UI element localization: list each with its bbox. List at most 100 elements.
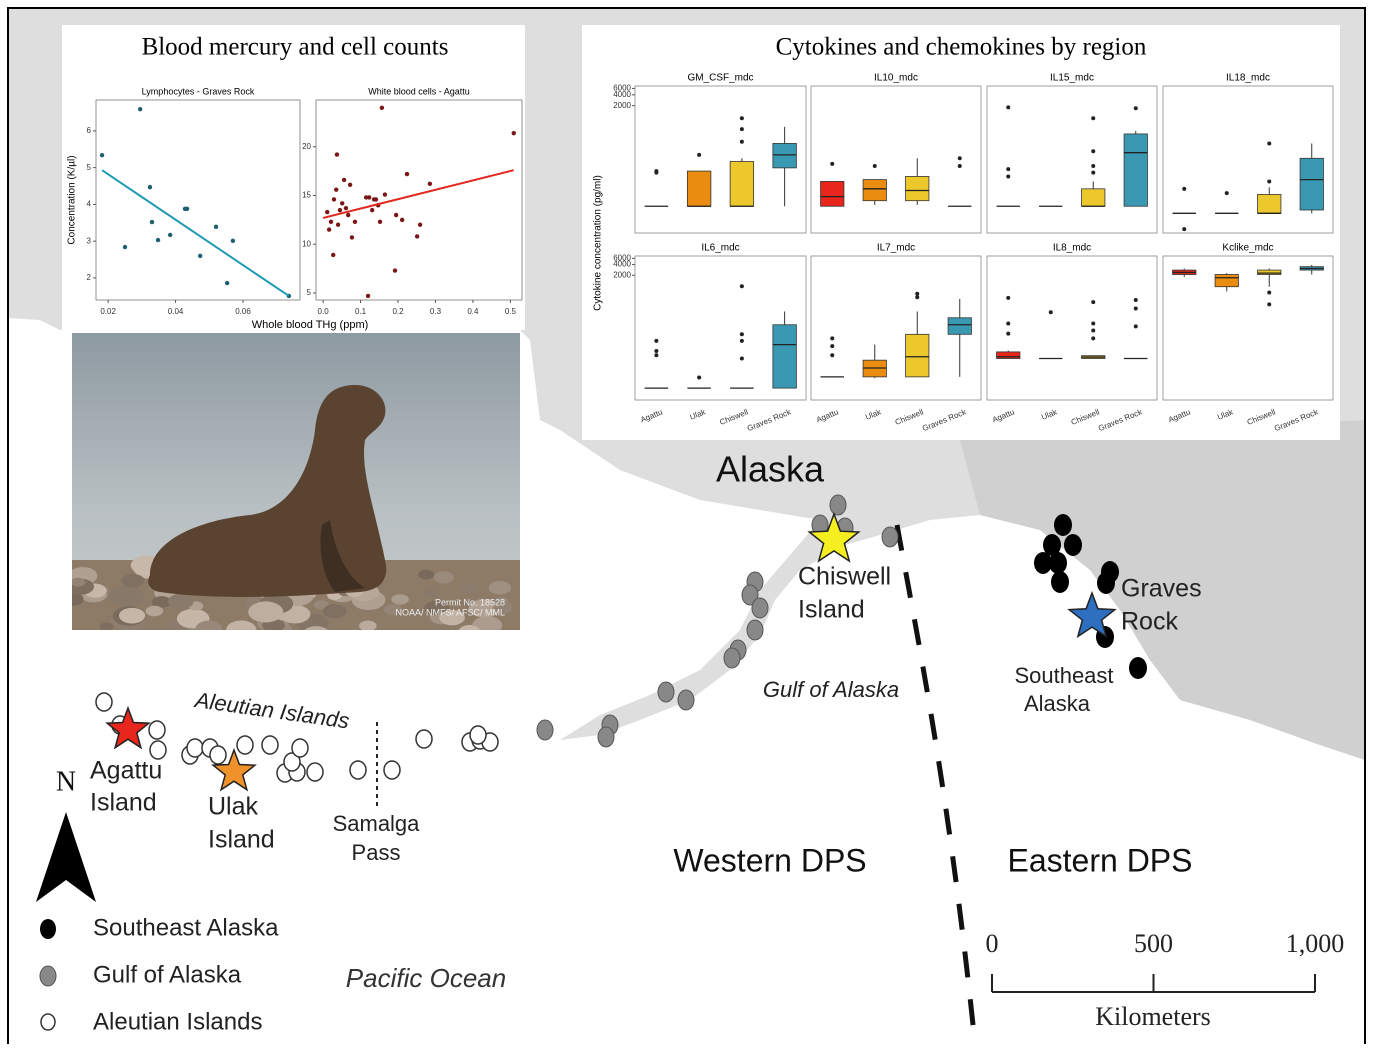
box [1300,158,1323,210]
legend-marker [41,1014,55,1030]
site-aleutian [307,763,323,781]
site-gulf [882,527,898,547]
point [400,218,404,222]
rock [100,622,114,630]
rock [461,584,479,595]
point [214,225,218,229]
rock [489,581,512,595]
outlier [1091,116,1095,120]
box [1258,270,1281,274]
water-label: Gulf of Alaska [763,677,899,702]
outlier [1006,167,1010,171]
rock [122,574,145,588]
site-gulf [747,620,763,640]
point [150,220,154,224]
photo-caption: NOAA/ NMFS/ AFSC/ MML [395,607,505,617]
outlier [830,353,834,357]
figure: Blood mercury and cell counts Cytokines … [0,0,1373,1044]
outlier [1091,171,1095,175]
land [8,190,60,330]
y-tick-label: 15 [302,191,311,200]
plot-title: Lymphocytes - Graves Rock [142,86,255,96]
point [367,195,371,199]
box [773,325,797,388]
outlier [740,357,744,361]
y-tick-label: 3 [87,236,92,245]
point [338,208,342,212]
x-tick-label: 0.3 [430,307,442,316]
outlier [1182,227,1186,231]
place-label: Island [208,826,275,854]
legend-marker [40,919,56,939]
rock [418,570,434,580]
facet [1163,256,1333,400]
site-aleutian [384,761,400,779]
place-label: Pass [352,840,401,865]
outlier [1267,291,1271,295]
site-aleutian [210,746,226,764]
point [138,107,142,111]
plot-title: White blood cells - Agattu [368,86,470,96]
outlier [1267,141,1271,145]
box [1215,275,1238,287]
x-tick-label: 0.2 [392,307,404,316]
dps-label: Eastern DPS [1008,842,1193,878]
rock [109,586,144,607]
x-tick-label: 0.04 [168,307,184,316]
box [997,352,1020,359]
box [948,318,971,335]
outlier [1134,106,1138,110]
point [405,172,409,176]
site-gulf [752,598,768,618]
north-label: N [56,766,76,797]
point [231,239,235,243]
scale-tick-label: 0 [986,929,999,958]
rock [434,571,454,583]
outlier [1091,336,1095,340]
x-tick-label: 0.06 [235,307,251,316]
rock [391,594,409,605]
point [340,201,344,205]
y-axis-label: Cytokine concentration (pg/ml) [593,175,604,311]
place-label: Island [90,789,157,817]
point [185,207,189,211]
outlier [1267,302,1271,306]
outlier [740,339,744,343]
region-label: Alaska [716,449,825,490]
rock [146,606,164,617]
legend-label: Southeast Alaska [93,914,279,941]
scale-label: Kilometers [1095,1002,1211,1031]
point [415,234,419,238]
point [512,131,516,135]
site-aleutian [470,726,486,744]
y-tick-label: 6 [87,126,92,135]
site-southeast [1064,534,1082,556]
facet-title: IL10_mdc [874,73,918,84]
point [383,192,387,196]
point [100,153,104,157]
outlier [915,292,919,296]
facet-title: IL8_mdc [1053,243,1091,254]
point [225,281,229,285]
outlier [740,127,744,131]
box [1258,194,1281,213]
site-gulf [537,720,553,740]
facet-title: IL6_mdc [701,243,739,254]
dps-label: Western DPS [673,842,866,878]
ocean-label: Pacific Ocean [346,963,506,993]
plot-area [316,100,522,300]
outlier [740,332,744,336]
facet-title: IL7_mdc [877,243,915,254]
box [863,180,886,201]
point [332,197,336,201]
point [327,227,331,231]
outlier [1006,105,1010,109]
legend-marker [40,966,56,986]
site-gulf [598,727,614,747]
place-label: Samalga [333,811,421,836]
rock [168,594,194,609]
site-gulf [830,495,846,515]
site-aleutian [350,761,366,779]
outlier [830,162,834,166]
box [1124,134,1147,206]
